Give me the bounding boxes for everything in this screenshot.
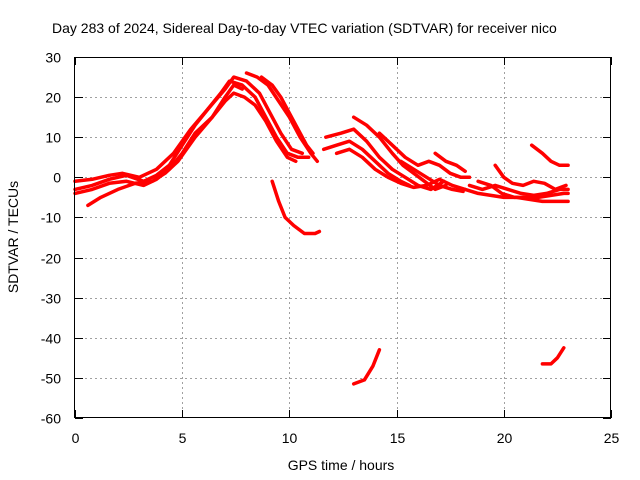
series-line-arc-14 (433, 151, 467, 174)
x-tick-label: 20 (497, 430, 513, 446)
y-tick-label: -30 (41, 291, 61, 307)
chart-title: Day 283 of 2024, Sidereal Day-to-day VTE… (52, 20, 557, 36)
x-axis-ticks: 0 5 10 15 20 25 (72, 57, 620, 446)
y-axis-title: SDTVAR / TECUs (5, 181, 21, 293)
series-line-arc-21 (540, 346, 566, 366)
series-line-arc-17 (476, 179, 570, 200)
y-tick-label: 30 (45, 50, 61, 66)
series-line-arc-2 (73, 75, 305, 184)
series-line-arc-6 (259, 75, 315, 156)
y-tick-label: 20 (45, 90, 61, 106)
series-line-arc-8 (321, 139, 412, 188)
series-line-arc-18 (493, 163, 568, 192)
series-line-arc-4 (86, 83, 244, 208)
y-tick-label: -20 (41, 251, 61, 267)
x-tick-label: 5 (179, 430, 187, 446)
x-tick-label: 25 (604, 430, 620, 446)
plot-frame (74, 57, 611, 418)
series-line-arc-7 (270, 179, 322, 236)
x-axis-title: GPS time / hours (288, 457, 395, 473)
y-tick-label: -60 (41, 411, 61, 427)
series-line-arc-20 (351, 348, 382, 386)
series-line-arc-12 (377, 131, 472, 180)
y-axis-ticks: -60 -50 -40 -30 -20 -10 0 10 20 30 (41, 50, 611, 427)
grid-lines (75, 57, 611, 418)
x-tick-label: 15 (390, 430, 406, 446)
y-tick-label: -50 (41, 371, 61, 387)
y-tick-label: -40 (41, 331, 61, 347)
data-series (73, 71, 570, 386)
series-line-arc-13 (399, 159, 465, 194)
series-line-arc-10 (334, 147, 467, 192)
series-line-arc-11 (351, 115, 448, 192)
series-line-arc-19 (529, 143, 570, 168)
x-tick-label: 10 (282, 430, 298, 446)
x-tick-label: 0 (72, 430, 80, 446)
y-tick-label: 10 (45, 130, 61, 146)
y-tick-label: -10 (41, 210, 61, 226)
y-tick-label: 0 (53, 170, 61, 186)
